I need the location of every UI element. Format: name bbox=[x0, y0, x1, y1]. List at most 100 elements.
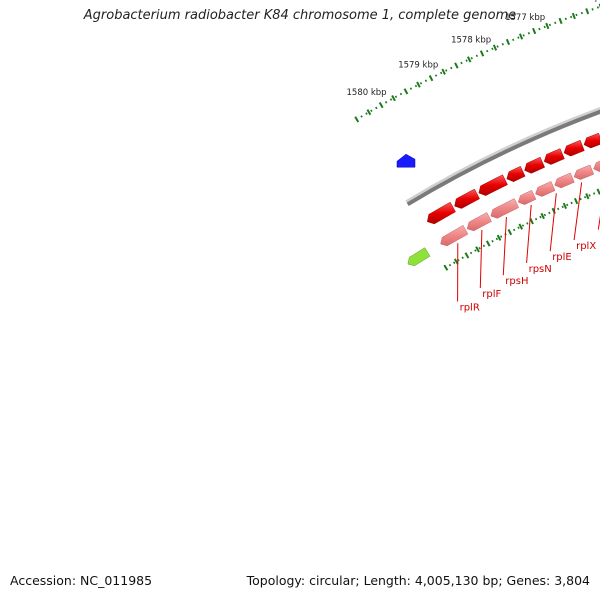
ruler-dot-inner bbox=[521, 224, 525, 227]
ruler-dot-outer bbox=[450, 66, 453, 70]
ruler-dot-outer bbox=[445, 69, 448, 72]
ruler-tick-outer bbox=[585, 8, 590, 15]
ruler-dot-outer bbox=[365, 112, 368, 115]
ruler-dot-inner bbox=[588, 194, 591, 197]
gene-label: rplF bbox=[482, 289, 501, 300]
ruler-dot-inner bbox=[517, 226, 520, 229]
ruler-dot-outer bbox=[439, 71, 443, 75]
ruler-tick-inner bbox=[464, 252, 470, 259]
ruler-tick-outer bbox=[391, 95, 396, 102]
ruler-dot-inner bbox=[478, 246, 481, 250]
ruler-tick-inner bbox=[585, 193, 590, 200]
ruler-label: 1576 kbp bbox=[560, 0, 600, 3]
ruler-dot-outer bbox=[389, 98, 393, 101]
ruler-dot-outer bbox=[564, 17, 567, 21]
backbone-line bbox=[406, 109, 600, 207]
ruler-scale: 1571 kbp1572 kbp1573 kbp1574 kbp1575 kbp… bbox=[347, 0, 600, 271]
reverse-strand-track bbox=[407, 160, 600, 267]
ruler-dot-inner bbox=[453, 261, 456, 264]
ruler-tick-outer bbox=[403, 88, 409, 95]
ruler-tick-inner bbox=[507, 229, 513, 236]
ruler-dot-inner bbox=[491, 239, 494, 243]
ruler-tick-inner bbox=[485, 240, 491, 247]
ruler-tick-inner bbox=[562, 202, 568, 209]
gene-label-line bbox=[573, 182, 583, 241]
ruler-tick-outer bbox=[416, 81, 421, 88]
ruler-dot-outer bbox=[538, 27, 541, 31]
gene-label-line bbox=[549, 193, 557, 252]
ruler-tick-outer bbox=[479, 50, 485, 57]
genome-summary-text: Topology: circular; Length: 4,005,130 bp… bbox=[246, 573, 590, 588]
ruler-tick-inner bbox=[540, 212, 545, 220]
ruler-tick-outer bbox=[518, 33, 524, 40]
forward-gene-block bbox=[454, 188, 480, 209]
ruler-dot-outer bbox=[475, 54, 479, 58]
reverse-gene-block bbox=[466, 212, 492, 232]
ruler-tick-inner bbox=[475, 246, 480, 253]
ruler-tick-inner bbox=[596, 188, 600, 195]
ruler-dot-inner bbox=[543, 213, 547, 217]
gene-label: rplX bbox=[576, 241, 596, 252]
ruler-dot-inner bbox=[482, 244, 486, 248]
forward-gene-block bbox=[583, 132, 600, 149]
ruler-dot-outer bbox=[517, 36, 520, 39]
ruler-dot-inner bbox=[534, 217, 538, 221]
ruler-dot-outer bbox=[360, 115, 363, 118]
rna-feature-block bbox=[407, 247, 431, 267]
ruler-dot-outer bbox=[394, 95, 398, 99]
gene-label-line bbox=[502, 216, 507, 276]
ruler-label: 1577 kbp bbox=[505, 13, 545, 23]
ruler-tick-outer bbox=[545, 22, 550, 30]
ruler-tick-outer bbox=[571, 12, 576, 20]
ruler-dot-inner bbox=[579, 197, 582, 201]
gene-label: rpsN bbox=[529, 264, 552, 275]
reverse-gene-block bbox=[535, 181, 556, 197]
ruler-dot-inner bbox=[512, 228, 516, 232]
ruler-dot-outer bbox=[424, 79, 428, 82]
ruler-dot-outer bbox=[434, 74, 438, 77]
reverse-gene-block bbox=[573, 164, 595, 180]
ruler-tick-outer bbox=[354, 116, 360, 123]
forward-gene-block bbox=[543, 148, 565, 165]
ruler-dot-outer bbox=[419, 82, 423, 85]
ruler-tick-inner bbox=[518, 223, 523, 230]
ruler-dot-outer bbox=[414, 84, 418, 88]
ruler-dot-outer bbox=[512, 38, 515, 42]
ruler-dot-inner bbox=[570, 201, 573, 205]
ruler-tick-outer bbox=[532, 27, 537, 35]
gene-label-line bbox=[479, 229, 483, 289]
ruler-dot-inner bbox=[461, 256, 464, 260]
forward-gene-block bbox=[524, 156, 546, 174]
ruler-tick-outer bbox=[441, 68, 446, 75]
ruler-dot-outer bbox=[399, 92, 403, 96]
ruler-dot-outer bbox=[554, 21, 557, 25]
ruler-dot-inner bbox=[548, 211, 551, 215]
ruler-dot-outer bbox=[384, 101, 388, 104]
ruler-tick-outer bbox=[454, 62, 459, 69]
reverse-gene-block bbox=[517, 189, 537, 205]
ruler-dot-outer bbox=[527, 31, 531, 35]
ruler-dot-outer bbox=[486, 49, 489, 53]
gene-label: rplE bbox=[552, 252, 572, 263]
ruler-dot-outer bbox=[596, 6, 599, 9]
ruler-tick-inner bbox=[496, 234, 502, 241]
ruler-tick-outer bbox=[428, 75, 434, 82]
map-title: Agrobacterium radiobacter K84 chromosome… bbox=[83, 8, 517, 23]
ruler-tick-inner bbox=[573, 197, 579, 205]
ruler-dot-inner bbox=[474, 249, 477, 252]
forward-gene-block bbox=[506, 165, 526, 182]
ruler-dot-outer bbox=[501, 42, 504, 46]
ruler-dot-inner bbox=[526, 222, 529, 225]
ruler-dot-outer bbox=[548, 23, 552, 27]
forward-gene-block bbox=[478, 174, 508, 196]
gene-label-layer: rplCrplDrplWrplBrpsSrplVrpsCrplPrpmCrpsQ… bbox=[457, 182, 600, 314]
ruler-dot-inner bbox=[583, 195, 587, 199]
ruler-dot-inner bbox=[561, 205, 564, 209]
ruler-label: 1580 kbp bbox=[347, 88, 387, 98]
ruler-tick-outer bbox=[558, 17, 563, 25]
ruler-dot-outer bbox=[496, 45, 499, 48]
ruler-dot-inner bbox=[557, 207, 560, 211]
forward-gene-block bbox=[563, 139, 585, 157]
